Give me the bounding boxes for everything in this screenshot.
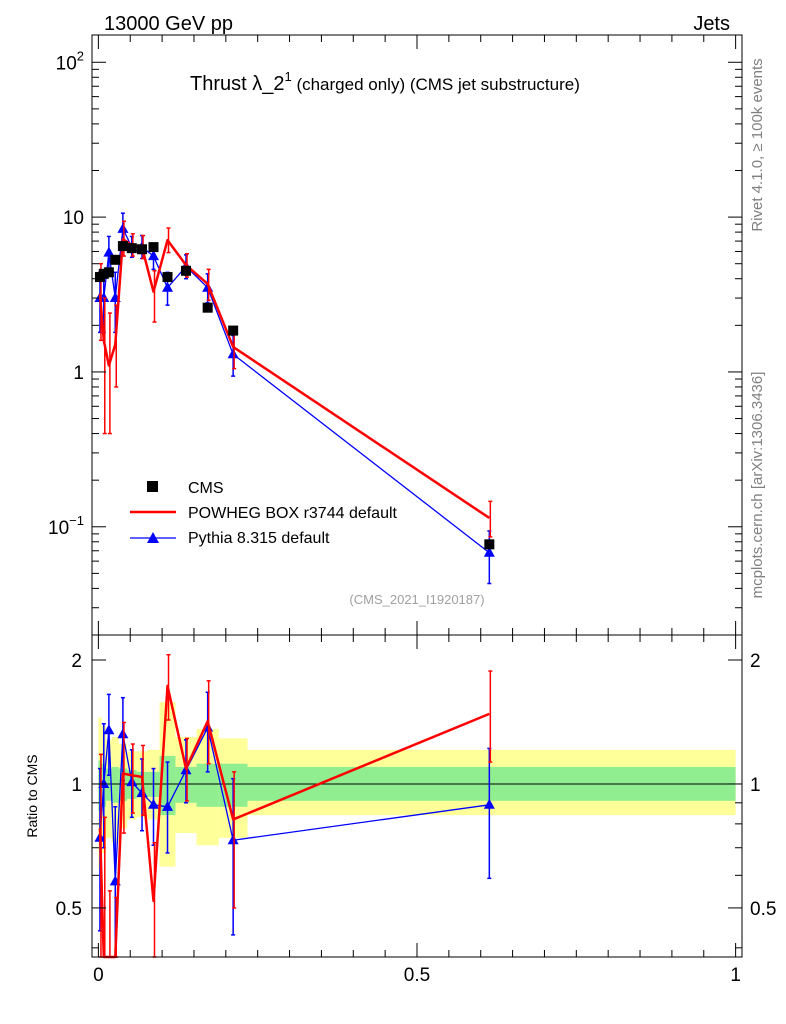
ratio-axis-label: Ratio to CMS — [24, 754, 40, 837]
ratio-band-inner — [111, 766, 119, 803]
upper-y-tick-label: 10−1 — [48, 513, 84, 539]
legend: CMS POWHEG BOX r3744 default Pythia 8.31… — [130, 480, 398, 547]
upper-y-tick-exp: −1 — [69, 513, 84, 528]
upper-y-tick-base: 10 — [56, 53, 77, 74]
powheg-line — [98, 237, 491, 520]
pythia-ratio-marker — [162, 800, 174, 811]
x-tick-label: 0.5 — [404, 965, 430, 986]
lower-y-tick-label-right: 2 — [750, 651, 761, 672]
x-axis-ticks: 0 0.5 1 — [93, 35, 741, 986]
upper-y-tick-label: 10 — [63, 208, 84, 229]
powheg-ratio-line — [98, 684, 490, 959]
pythia-ratio-marker — [227, 834, 239, 845]
cms-marker — [148, 242, 159, 253]
pythia-marker — [162, 281, 174, 292]
chart-title-sup: 1 — [284, 69, 291, 84]
cms-marker — [103, 267, 114, 278]
lower-panel: 2 2 1 1 0.5 0.5 Ratio to CMS — [24, 634, 776, 959]
ratio-bands — [92, 702, 742, 870]
cms-marker — [137, 244, 148, 255]
rivet-label: Rivet 4.1.0, ≥ 100k events — [749, 58, 766, 231]
ratio-band-inner — [106, 768, 112, 801]
analysis-watermark: (CMS_2021_I1920187) — [349, 592, 484, 607]
cms-marker — [484, 539, 495, 550]
cms-marker — [98, 268, 109, 279]
legend-pythia-marker — [147, 532, 159, 543]
cms-marker — [202, 302, 213, 313]
lower-y-tick-label-left: 2 — [71, 651, 82, 672]
lower-y-tick-label-right: 0.5 — [750, 899, 776, 920]
x-tick-label: 0 — [93, 965, 104, 986]
pythia-marker — [117, 222, 129, 233]
header-right: Jets — [693, 13, 730, 35]
cms-marker — [117, 241, 128, 252]
pythia-ratio-marker — [126, 776, 138, 787]
pythia-ratio-marker — [117, 728, 129, 739]
cms-marker — [180, 265, 191, 276]
cms-marker — [126, 243, 137, 254]
lower-y-tick-label-right: 1 — [750, 775, 761, 796]
chart-title: Thrust λ_21 (charged only) (CMS jet subs… — [190, 69, 580, 95]
pythia-marker — [103, 246, 115, 257]
pythia-marker — [227, 348, 239, 359]
cms-marker — [228, 325, 239, 336]
pythia-marker — [147, 250, 159, 261]
pythia-ratio-marker — [147, 798, 159, 809]
chart-title-main: Thrust λ_2 — [190, 73, 284, 95]
ratio-band-inner — [196, 763, 219, 807]
upper-y-tick-label: 102 — [56, 48, 84, 74]
upper-data-layer — [94, 212, 495, 585]
chart-title-rest: (charged only) (CMS jet substructure) — [292, 75, 580, 94]
legend-powheg-label: POWHEG BOX r3744 default — [188, 505, 398, 522]
cms-marker — [110, 254, 121, 265]
lower-y-tick-label-left: 1 — [71, 775, 82, 796]
legend-pythia-label: Pythia 8.315 default — [188, 530, 330, 547]
legend-cms-marker — [147, 481, 158, 492]
pythia-ratio-marker — [103, 724, 115, 735]
lower-axis-ticks: 2 2 1 1 0.5 0.5 — [56, 651, 776, 949]
legend-cms-label: CMS — [188, 480, 224, 497]
upper-y-tick-base: 10 — [48, 518, 69, 539]
x-tick-label: 1 — [730, 965, 741, 986]
upper-y-tick-exp: 2 — [77, 48, 84, 63]
pythia-ratio-marker — [483, 798, 495, 809]
lower-y-tick-label-left: 0.5 — [56, 899, 82, 920]
upper-y-tick-label: 1 — [73, 363, 84, 384]
mcplots-label: mcplots.cern.ch [arXiv:1306.3436] — [749, 372, 766, 599]
pythia-marker — [483, 546, 495, 557]
cms-marker — [162, 272, 173, 283]
header-left: 13000 GeV pp — [104, 13, 233, 35]
